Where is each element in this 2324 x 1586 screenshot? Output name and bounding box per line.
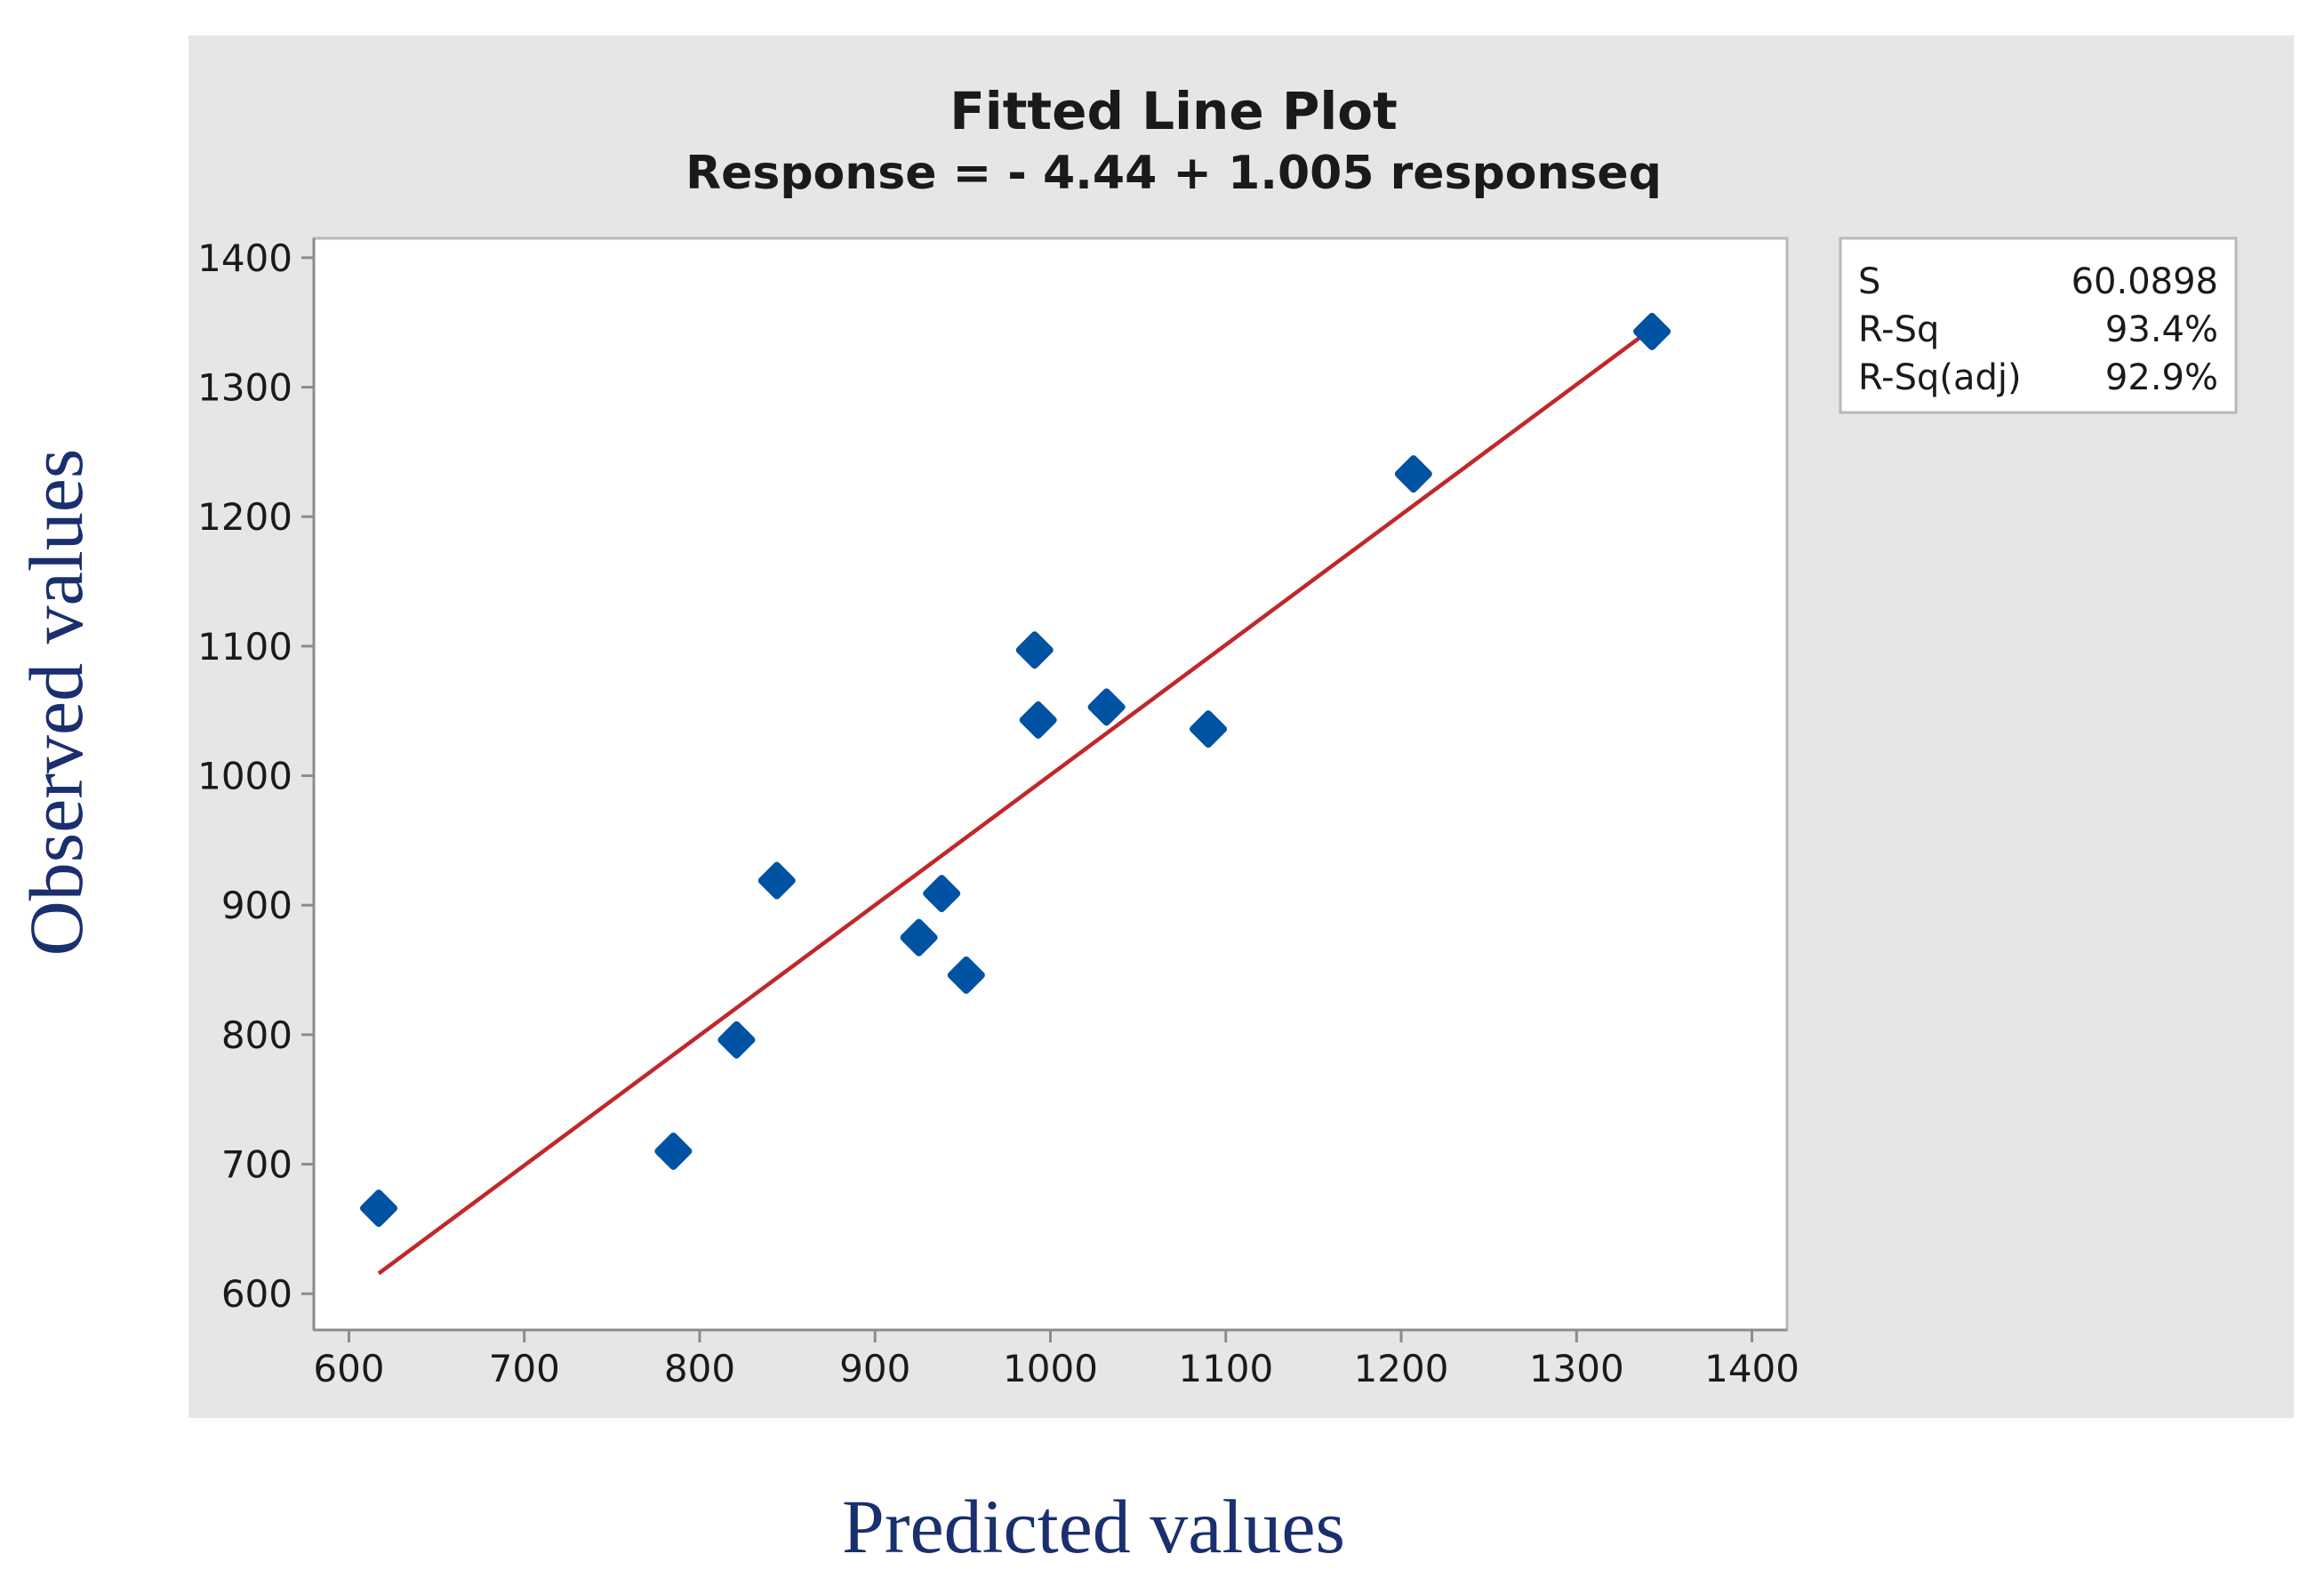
x-axis: 600 700 800 900 1000 1100 1200 1300 1400 — [313, 1328, 1799, 1390]
x-axis-label: Predicted values — [842, 1484, 1345, 1569]
y-tick-label: 1000 — [197, 755, 293, 798]
stats-box: S 60.0898 R-Sq 93.4% R-Sq(adj) 92.9% — [1839, 236, 2238, 414]
y-tick-label: 900 — [221, 884, 293, 927]
y-tick-label: 1100 — [197, 625, 293, 669]
x-tick-label: 1100 — [1178, 1347, 1273, 1390]
fitted-regression-line — [377, 326, 1654, 1276]
data-point — [1015, 631, 1054, 669]
data-point — [900, 918, 938, 957]
data-point — [654, 1132, 693, 1170]
data-point — [1019, 701, 1057, 739]
y-axis: 600 700 800 900 1000 1100 1200 1300 1400 — [197, 236, 316, 1330]
y-tick-label: 1200 — [197, 495, 293, 539]
stats-box-frame — [1839, 236, 2238, 414]
x-tick-label: 1000 — [1003, 1347, 1098, 1390]
data-point — [757, 861, 796, 900]
plot-area — [312, 236, 1789, 1332]
y-tick-label: 800 — [221, 1013, 293, 1057]
data-point — [1190, 710, 1228, 749]
chart-title: Fitted Line Plot — [950, 81, 1398, 141]
x-tick-label: 600 — [313, 1347, 384, 1390]
stats-label: R-Sq — [1858, 309, 1939, 350]
data-point — [1087, 688, 1126, 726]
data-point — [717, 1021, 756, 1059]
data-point — [359, 1190, 397, 1228]
x-tick-label: 800 — [664, 1347, 735, 1390]
stats-value: 93.4% — [2105, 309, 2218, 350]
x-tick-label: 1400 — [1704, 1347, 1799, 1390]
stats-label: R-Sq(adj) — [1858, 357, 2022, 398]
data-point — [947, 956, 985, 994]
stats-value: 92.9% — [2105, 357, 2218, 398]
stats-label: S — [1858, 261, 1880, 302]
data-point — [1394, 455, 1432, 493]
x-tick-label: 700 — [489, 1347, 560, 1390]
data-point — [923, 875, 961, 913]
y-tick-label: 700 — [221, 1143, 293, 1187]
stats-value: 60.0898 — [2072, 261, 2218, 302]
x-tick-label: 900 — [839, 1347, 910, 1390]
x-tick-label: 1200 — [1354, 1347, 1449, 1390]
y-tick-label: 1400 — [197, 236, 293, 280]
y-tick-label: 600 — [221, 1272, 293, 1316]
chart-subtitle: Response = - 4.44 + 1.005 responseq — [685, 147, 1662, 200]
x-tick-label: 1300 — [1529, 1347, 1624, 1390]
data-point — [1633, 312, 1671, 350]
y-axis-label: Observed values — [13, 449, 99, 957]
y-tick-label: 1300 — [197, 366, 293, 410]
data-points — [359, 312, 1671, 1228]
